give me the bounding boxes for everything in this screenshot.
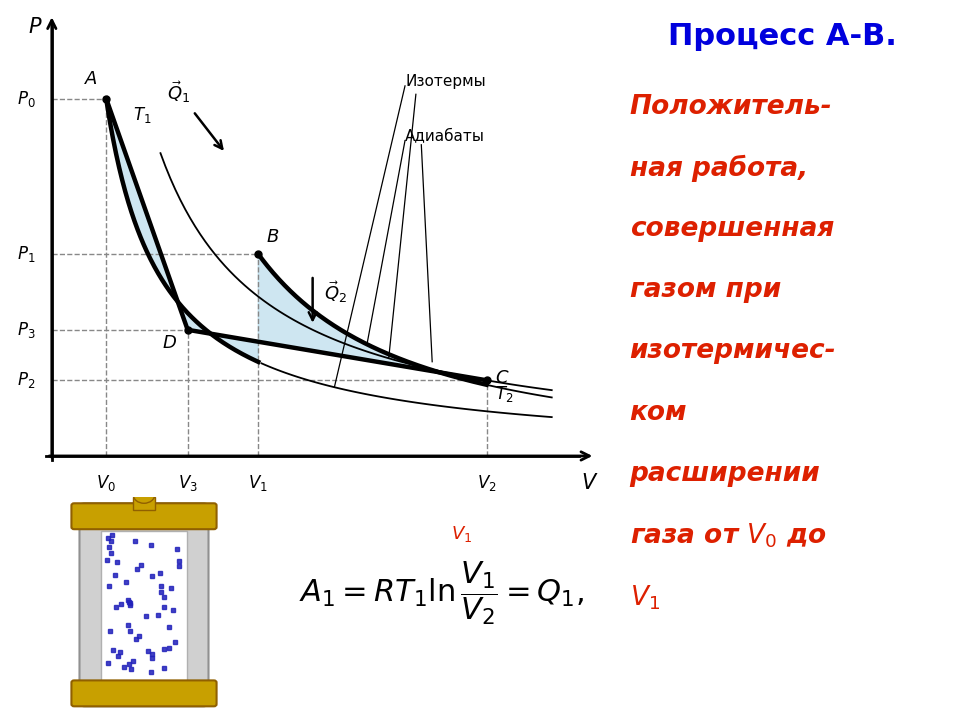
Text: $P$: $P$: [28, 17, 43, 37]
Text: $T_1$: $T_1$: [133, 104, 152, 125]
Text: $V_1$: $V_1$: [450, 524, 471, 544]
Circle shape: [133, 486, 155, 503]
Bar: [101, 531, 187, 683]
Text: $P_3$: $P_3$: [17, 320, 36, 340]
Text: $V_0$: $V_0$: [96, 473, 116, 492]
Text: $A_1 = RT_1\ln\dfrac{V_1}{V_2} = Q_1,$: $A_1 = RT_1\ln\dfrac{V_1}{V_2} = Q_1,$: [299, 559, 585, 627]
Text: Процесс А-В.: Процесс А-В.: [668, 22, 897, 50]
Text: $B$: $B$: [267, 228, 279, 246]
Text: ная работа,: ная работа,: [630, 155, 807, 182]
Text: $P_2$: $P_2$: [17, 370, 36, 390]
Text: $A$: $A$: [84, 70, 98, 88]
Text: $V_3$: $V_3$: [178, 473, 198, 492]
FancyBboxPatch shape: [71, 680, 217, 706]
Text: $P_1$: $P_1$: [17, 244, 36, 264]
Text: ком: ком: [630, 400, 687, 426]
Polygon shape: [107, 99, 487, 384]
Text: изотермичес-: изотермичес-: [630, 338, 836, 364]
Text: $V_2$: $V_2$: [477, 473, 496, 492]
Text: $P_0$: $P_0$: [17, 89, 36, 109]
Text: $\vec{Q}_2$: $\vec{Q}_2$: [324, 279, 347, 305]
Text: $V_1$: $V_1$: [249, 473, 268, 492]
Text: $V$: $V$: [581, 473, 598, 492]
FancyBboxPatch shape: [71, 503, 217, 529]
Text: совершенная: совершенная: [630, 216, 834, 242]
Text: Положитель-: Положитель-: [630, 94, 832, 120]
Bar: [133, 497, 155, 510]
Text: расширении: расширении: [630, 461, 821, 487]
Text: $V_1$: $V_1$: [630, 583, 660, 612]
FancyBboxPatch shape: [80, 503, 208, 706]
Text: $C$: $C$: [494, 369, 509, 387]
Text: газом при: газом при: [630, 277, 780, 303]
Text: Изотермы: Изотермы: [405, 74, 486, 89]
Text: $\vec{Q}_1$: $\vec{Q}_1$: [167, 79, 190, 105]
Text: газа от $V_0$ до: газа от $V_0$ до: [630, 522, 827, 551]
Text: Адиабаты: Адиабаты: [405, 129, 485, 143]
Text: $D$: $D$: [162, 334, 177, 352]
Text: $T_2$: $T_2$: [494, 384, 513, 404]
